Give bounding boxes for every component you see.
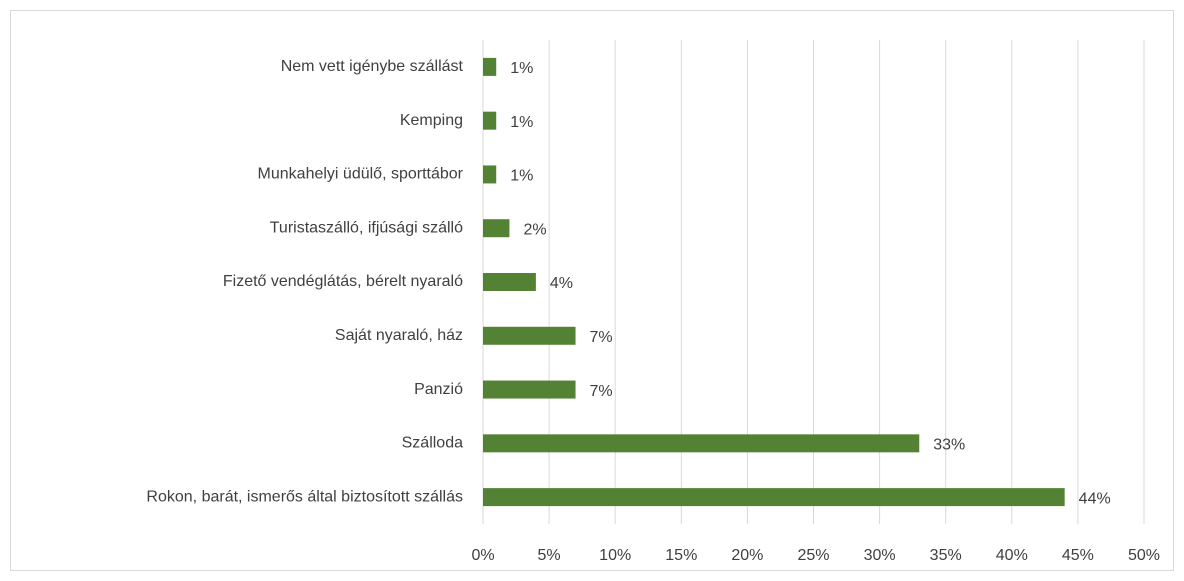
bar	[483, 165, 497, 184]
y-tick-label: Fizető vendéglátás, bérelt nyaraló	[223, 273, 463, 290]
y-tick-label: Rokon, barát, ismerős által biztosított …	[146, 488, 463, 505]
y-tick-label: Saját nyaraló, ház	[335, 327, 463, 344]
x-tick-label: 50%	[1128, 547, 1160, 564]
x-tick-label: 35%	[930, 547, 962, 564]
bar	[483, 57, 497, 76]
bar	[483, 219, 510, 238]
x-tick-label: 20%	[731, 547, 763, 564]
x-tick-label: 0%	[471, 547, 494, 564]
data-label: 2%	[523, 221, 546, 238]
y-tick-label: Szálloda	[402, 435, 463, 452]
x-tick-label: 5%	[538, 547, 561, 564]
x-tick-label: 10%	[599, 547, 631, 564]
x-tick-label: 30%	[864, 547, 896, 564]
bar	[483, 111, 497, 130]
data-label: 44%	[1079, 490, 1111, 507]
data-label: 4%	[550, 275, 573, 292]
bar	[483, 326, 576, 345]
x-tick-label: 15%	[665, 547, 697, 564]
y-tick-label: Kemping	[400, 112, 463, 129]
y-tick-label: Munkahelyi üdülő, sporttábor	[258, 166, 464, 183]
y-tick-label: Turistaszálló, ifjúsági szálló	[270, 219, 463, 236]
x-tick-label: 40%	[996, 547, 1028, 564]
bar	[483, 380, 576, 399]
bar	[483, 273, 536, 291]
x-tick-label: 45%	[1062, 547, 1094, 564]
data-label: 1%	[510, 60, 533, 77]
bar	[483, 488, 1065, 507]
data-label: 7%	[590, 329, 613, 346]
y-tick-label: Nem vett igénybe szállást	[281, 58, 464, 75]
data-label: 1%	[510, 168, 533, 185]
data-label: 33%	[933, 437, 965, 454]
chart-border	[10, 10, 1174, 571]
bar	[483, 434, 920, 453]
y-tick-label: Panzió	[414, 381, 463, 398]
data-label: 7%	[590, 383, 613, 400]
x-tick-label: 25%	[797, 547, 829, 564]
data-label: 1%	[510, 114, 533, 131]
